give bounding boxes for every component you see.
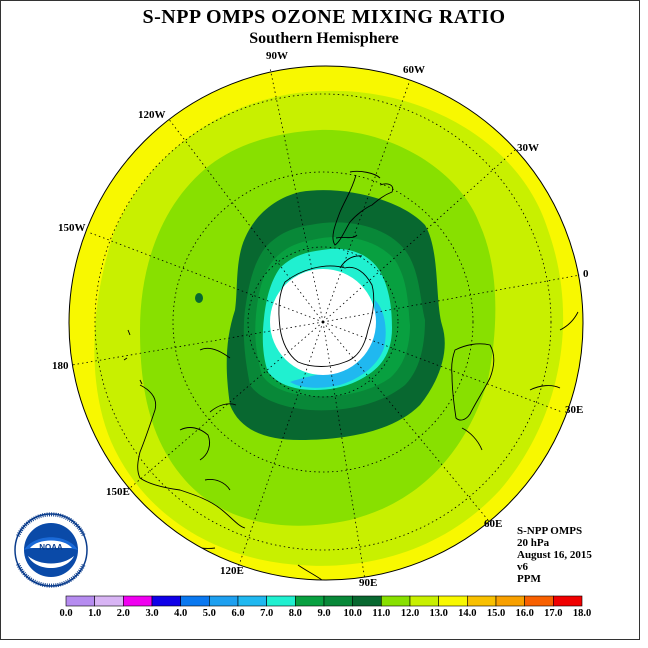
colorbar-tick-label: 7.0 [260, 608, 274, 619]
info-version: v6 [517, 561, 528, 573]
info-instrument: S-NPP OMPS [517, 525, 583, 537]
info-units: PPM [517, 573, 541, 585]
colorbar-tick-label: 15.0 [486, 608, 506, 619]
colorbar-tick-label: 5.0 [202, 608, 216, 619]
lon-label-150e: 150E [106, 486, 130, 498]
lon-label-60e: 60E [484, 518, 503, 530]
colorbar-tick-label: 16.0 [515, 608, 534, 619]
colorbar-tick-label: 0.0 [59, 608, 73, 619]
map-subtitle: Southern Hemisphere [249, 30, 399, 47]
colorbar-tick-label: 10.0 [343, 608, 362, 619]
colorbar-tick-label: 12.0 [400, 608, 420, 619]
small-dark-patch [195, 293, 203, 303]
colorbar-tick-label: 8.0 [288, 608, 302, 619]
band-6-7 [290, 300, 386, 388]
lon-label-120w: 120W [138, 109, 166, 121]
colorbar-tick-label: 4.0 [174, 608, 188, 619]
lon-label-30e: 30E [565, 404, 584, 416]
info-date: August 16, 2015 [517, 549, 592, 561]
lon-label-0: 0 [583, 268, 589, 280]
lon-label-90e: 90E [359, 577, 378, 589]
colorbar-tick-label: 3.0 [145, 608, 159, 619]
colorbar-tick-label: 6.0 [231, 608, 245, 619]
colorbar-tick-label: 2.0 [116, 608, 130, 619]
map-title: S-NPP OMPS OZONE MIXING RATIO [142, 6, 506, 28]
colorbar-tick-label: 17.0 [544, 608, 563, 619]
colorbar-tick-label: 13.0 [429, 608, 448, 619]
colorbar-tick-label: 18.0 [572, 608, 592, 619]
lon-label-120e: 120E [220, 565, 244, 577]
lon-label-30w: 30W [517, 142, 539, 154]
colorbar-tick-label: 1.0 [88, 608, 102, 619]
colorbar-tick-label: 9.0 [317, 608, 331, 619]
graticule [71, 67, 581, 581]
lon-label-60w: 60W [403, 64, 425, 76]
map-boundary [68, 65, 584, 581]
lon-label-180: 180 [52, 360, 69, 372]
lon-label-150w: 150W [58, 222, 86, 234]
colorbar-tick-label: 11.0 [372, 608, 391, 619]
lon-label-90w: 90W [266, 50, 288, 62]
map-frame [0, 0, 640, 640]
info-level: 20 hPa [517, 537, 550, 549]
colorbar-tick-label: 14.0 [458, 608, 477, 619]
coastlines [123, 170, 579, 580]
